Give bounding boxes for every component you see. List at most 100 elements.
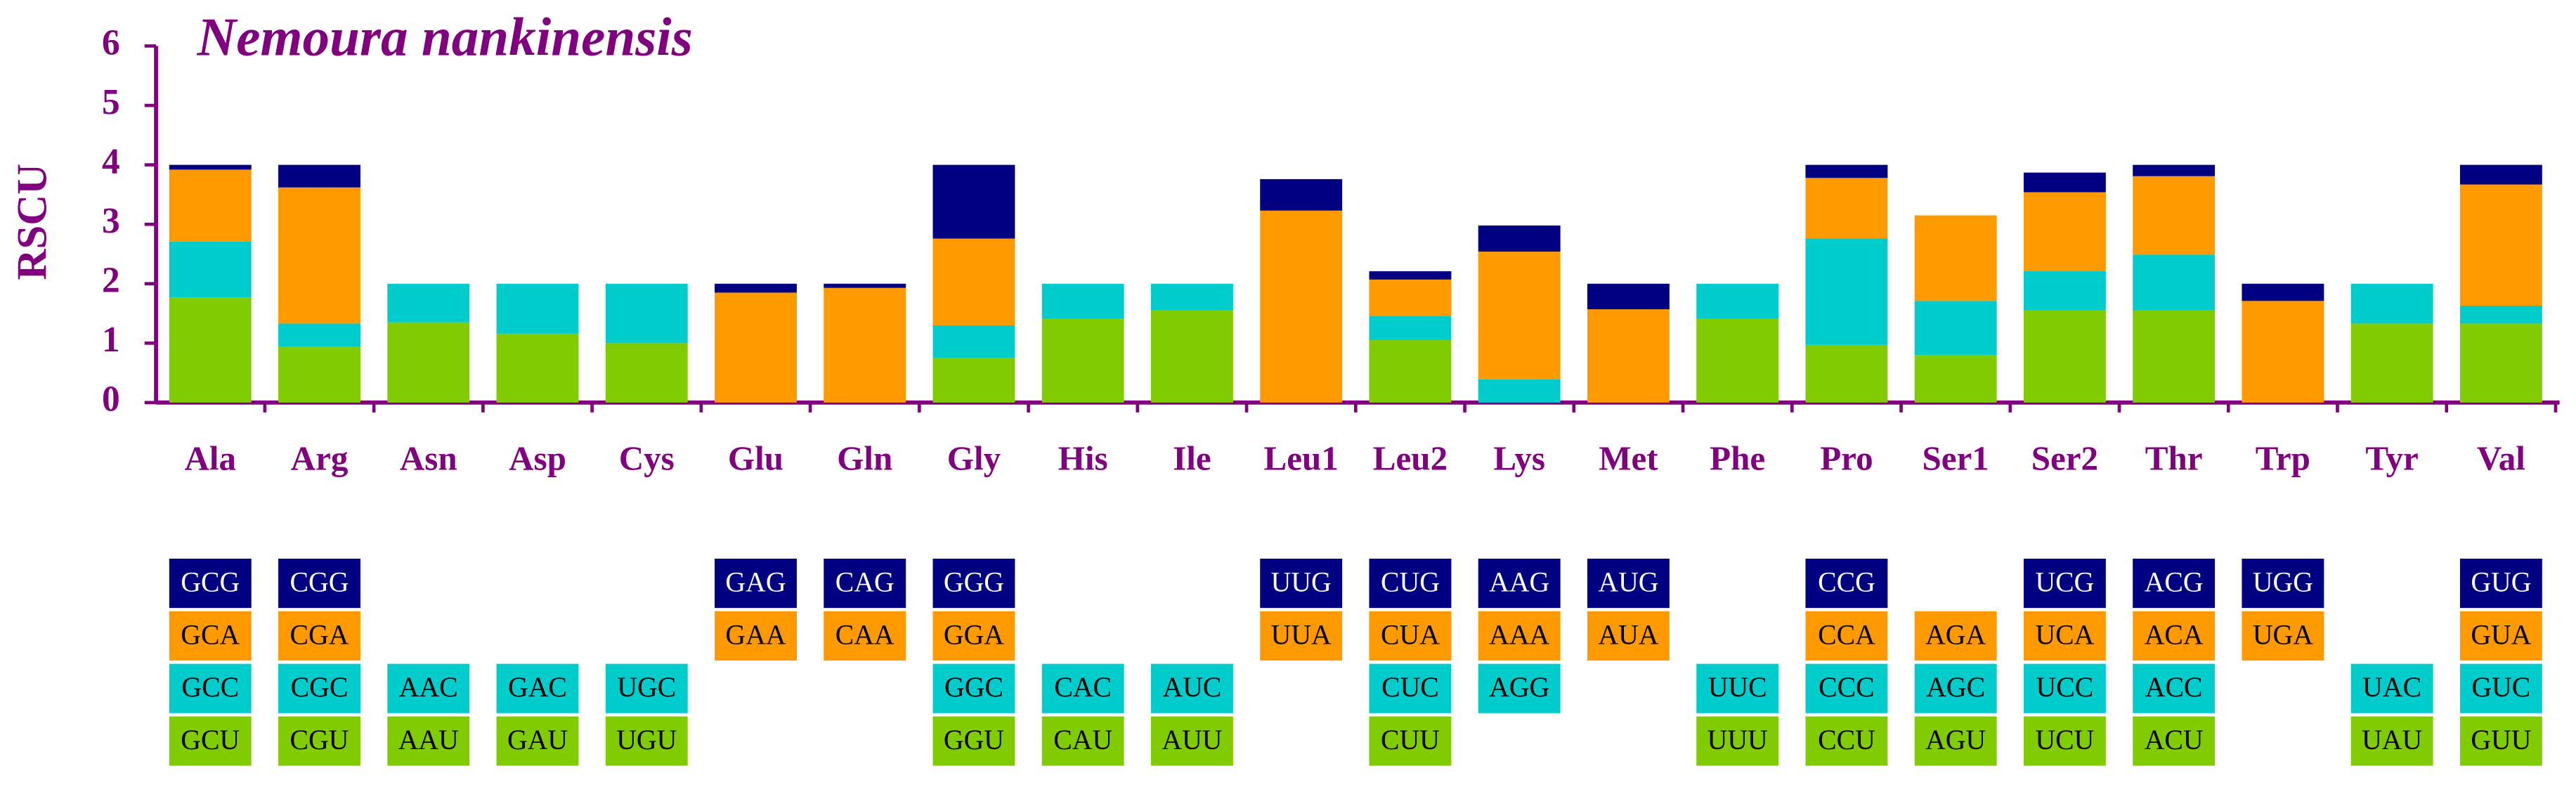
- codon-cell: [2133, 663, 2216, 713]
- bar-segment: [1260, 178, 1343, 211]
- codon-cell: [932, 611, 1015, 661]
- codon-cell: [169, 716, 252, 766]
- bar-segment: [278, 187, 360, 324]
- codon-cell: [2242, 611, 2324, 661]
- codon-cell: [169, 663, 252, 713]
- codon-label: CCC: [1819, 672, 1875, 703]
- bar-segment: [1151, 283, 1233, 311]
- x-tick-label: Trp: [2256, 439, 2310, 477]
- bar-segment: [1260, 210, 1343, 403]
- x-tick-label: Thr: [2145, 439, 2203, 477]
- codon-cell: [824, 611, 906, 661]
- codon-label: GAU: [507, 725, 568, 755]
- codon-cell: [2023, 716, 2106, 766]
- x-tick-label: Cys: [619, 439, 675, 477]
- bar-segment: [2133, 254, 2216, 311]
- codon-cell: [278, 611, 360, 661]
- y-tick-label: 3: [102, 201, 120, 241]
- bar-segment: [278, 346, 360, 403]
- codon-label: ACA: [2145, 619, 2204, 650]
- codon-cell: [2350, 663, 2433, 713]
- codon-cell: [1478, 611, 1561, 661]
- x-tick-label: Glu: [728, 439, 783, 477]
- codon-cell: [1587, 558, 1670, 609]
- bar-segment: [824, 283, 906, 288]
- codon-label: GUG: [2471, 567, 2531, 598]
- codon-label: GCG: [181, 567, 240, 598]
- x-tick-label: Lys: [1493, 439, 1545, 477]
- x-tick-label: Met: [1599, 439, 1658, 477]
- codon-cell: [1478, 663, 1561, 713]
- codon-cell: [1914, 611, 1997, 661]
- codon-cell: [932, 558, 1015, 609]
- codon-label: CGU: [290, 725, 349, 755]
- codon-cell: [2133, 716, 2216, 766]
- bar-segment: [605, 343, 688, 403]
- bar-segment: [932, 358, 1015, 403]
- codon-label: GCA: [181, 619, 240, 650]
- codon-label: UCA: [2035, 619, 2094, 650]
- bar-segment: [496, 283, 579, 334]
- codon-label: UUU: [1707, 725, 1768, 755]
- bar-segment: [1914, 301, 1997, 356]
- codon-label: ACC: [2145, 672, 2203, 703]
- bar-segment: [605, 283, 688, 344]
- codon-label: GGA: [944, 619, 1004, 650]
- bar-segment: [2023, 172, 2106, 193]
- codon-label: GAC: [508, 672, 567, 703]
- codon-cell: [1260, 611, 1343, 661]
- codon-cell: [1260, 558, 1343, 609]
- codon-cell: [2459, 716, 2542, 766]
- x-tick-label: Ser1: [1922, 439, 1989, 477]
- codon-cell: [1587, 611, 1670, 661]
- codon-label: AUG: [1598, 567, 1658, 598]
- codon-cell: [605, 663, 688, 713]
- codon-cell: [1478, 558, 1561, 609]
- codon-cell: [715, 611, 797, 661]
- codon-label: GUA: [2471, 619, 2531, 650]
- codon-cell: [2133, 611, 2216, 661]
- codon-label: AGU: [1925, 725, 1986, 755]
- codon-cell: [2459, 558, 2542, 609]
- x-tick-label: Leu2: [1373, 439, 1448, 477]
- bar-segment: [169, 164, 252, 170]
- bar-segment: [169, 169, 252, 242]
- codon-label: AUA: [1598, 619, 1658, 650]
- bar-segment: [2133, 164, 2216, 176]
- codon-label: CAA: [835, 619, 895, 650]
- y-tick-label: 6: [102, 22, 120, 63]
- codon-cell: [387, 663, 470, 713]
- bar-segment: [2133, 176, 2216, 255]
- bar-segment: [278, 323, 360, 347]
- bar-segment: [1587, 309, 1670, 403]
- codon-cell: [496, 663, 579, 713]
- codon-label: CAC: [1054, 672, 1112, 703]
- bar-segment: [1805, 344, 1888, 403]
- y-tick-label: 0: [102, 379, 120, 420]
- x-tick-label: Leu1: [1264, 439, 1339, 477]
- x-tick-label: Gln: [837, 439, 892, 477]
- bar-segment: [496, 333, 579, 403]
- codon-label: CUG: [1381, 567, 1440, 598]
- bar-segment: [715, 283, 797, 293]
- x-tick-label: Asp: [509, 439, 566, 477]
- x-tick-label: His: [1058, 439, 1108, 477]
- codon-cell: [1805, 558, 1888, 609]
- codon-label: ACU: [2145, 725, 2204, 755]
- bar-segment: [1041, 318, 1124, 403]
- codon-cell: [2459, 663, 2542, 713]
- chart-title: Nemoura nankinensis: [197, 6, 693, 67]
- codon-cell: [1805, 716, 1888, 766]
- codon-label: UGC: [617, 672, 676, 703]
- codon-label: AUU: [1162, 725, 1222, 755]
- bar-segment: [387, 322, 470, 403]
- codon-label: GAA: [725, 619, 786, 650]
- codon-label: GAG: [725, 567, 786, 598]
- codon-cell: [2459, 611, 2542, 661]
- bar-segment: [2133, 310, 2216, 403]
- bar-segment: [2242, 283, 2324, 301]
- codon-label: UUG: [1271, 567, 1332, 598]
- x-tick-label: Gly: [947, 439, 1001, 477]
- bar-segment: [1478, 379, 1561, 403]
